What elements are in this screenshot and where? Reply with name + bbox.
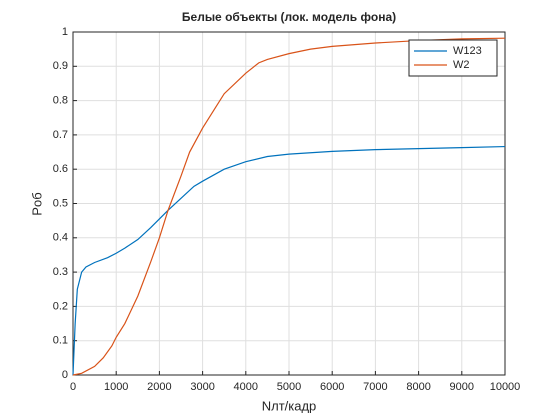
legend-label: W123 (453, 45, 482, 57)
legend-box (408, 39, 498, 77)
y-tick-label: 0.5 (53, 197, 68, 209)
y-tick-label: 0.3 (53, 266, 68, 278)
y-axis-label: Pоб (29, 192, 44, 215)
y-tick-label: 0.2 (53, 300, 68, 312)
x-tick-label: 0 (70, 381, 76, 393)
y-tick-label: 0.8 (53, 95, 68, 107)
y-tick-label: 0.9 (53, 60, 68, 72)
x-axis-label: Nлт/кадр (262, 398, 317, 413)
y-tick-label: 1 (62, 26, 68, 38)
x-tick-label: 7000 (363, 381, 387, 393)
y-tick-label: 0.6 (53, 163, 68, 175)
y-tick-label: 0.4 (53, 232, 68, 244)
legend-label: W2 (453, 59, 470, 71)
y-tick-label: 0.7 (53, 129, 68, 141)
x-tick-label: 8000 (406, 381, 430, 393)
x-tick-label: 4000 (234, 381, 258, 393)
x-tick-label: 6000 (320, 381, 344, 393)
x-tick-label: 10000 (490, 381, 521, 393)
x-tick-label: 9000 (450, 381, 474, 393)
x-tick-label: 5000 (277, 381, 301, 393)
x-tick-label: 1000 (104, 381, 128, 393)
series-line (72, 37, 506, 376)
x-tick-label: 3000 (190, 381, 214, 393)
x-tick-label: 2000 (147, 381, 171, 393)
plot-frame (72, 31, 506, 376)
y-tick-label: 0 (62, 369, 68, 381)
chart-title: Белые объекты (лок. модель фона) (182, 10, 396, 24)
y-tick-label: 0.1 (53, 335, 68, 347)
